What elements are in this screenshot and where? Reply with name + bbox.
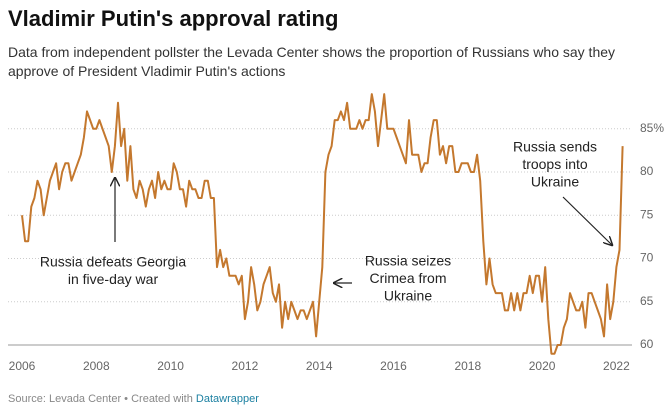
annotation: Ukraine xyxy=(384,288,432,304)
y-tick-label: 85% xyxy=(640,121,664,135)
x-tick-label: 2018 xyxy=(454,359,481,373)
source: Source: Levada Center • Created with xyxy=(8,393,193,405)
chart-subtitle: Data from independent pollster the Levad… xyxy=(8,44,616,79)
x-tick-label: 2022 xyxy=(603,359,630,373)
y-tick-label: 70 xyxy=(640,251,654,265)
annotation: troops into xyxy=(522,156,588,172)
chart-title: Vladimir Putin's approval rating xyxy=(8,6,339,31)
credit-link[interactable]: Datawrapper xyxy=(195,393,259,405)
x-tick-label: 2014 xyxy=(306,359,333,373)
x-tick-label: 2016 xyxy=(380,359,407,373)
y-tick-label: 65 xyxy=(640,294,654,308)
y-tick-label: 75 xyxy=(640,207,654,221)
annotation-arrow xyxy=(562,196,612,245)
x-tick-label: 2012 xyxy=(232,359,259,373)
annotation: Russia seizes xyxy=(365,253,451,269)
annotation: in five-day war xyxy=(68,271,159,287)
annotation: Crimea from xyxy=(369,270,446,286)
annotation: Russia sends xyxy=(513,139,597,155)
x-tick-label: 2010 xyxy=(157,359,184,373)
footer: Source: Levada Center • Created with Dat… xyxy=(8,393,259,405)
x-tick-label: 2006 xyxy=(9,359,36,373)
line xyxy=(21,93,624,355)
y-tick-label: 60 xyxy=(640,337,654,351)
y-tick-label: 80 xyxy=(640,164,654,178)
x-tick-label: 2008 xyxy=(83,359,110,373)
annotation: Ukraine xyxy=(531,174,579,190)
annotation: Russia defeats Georgia xyxy=(40,254,187,270)
x-tick-label: 2020 xyxy=(529,359,556,373)
